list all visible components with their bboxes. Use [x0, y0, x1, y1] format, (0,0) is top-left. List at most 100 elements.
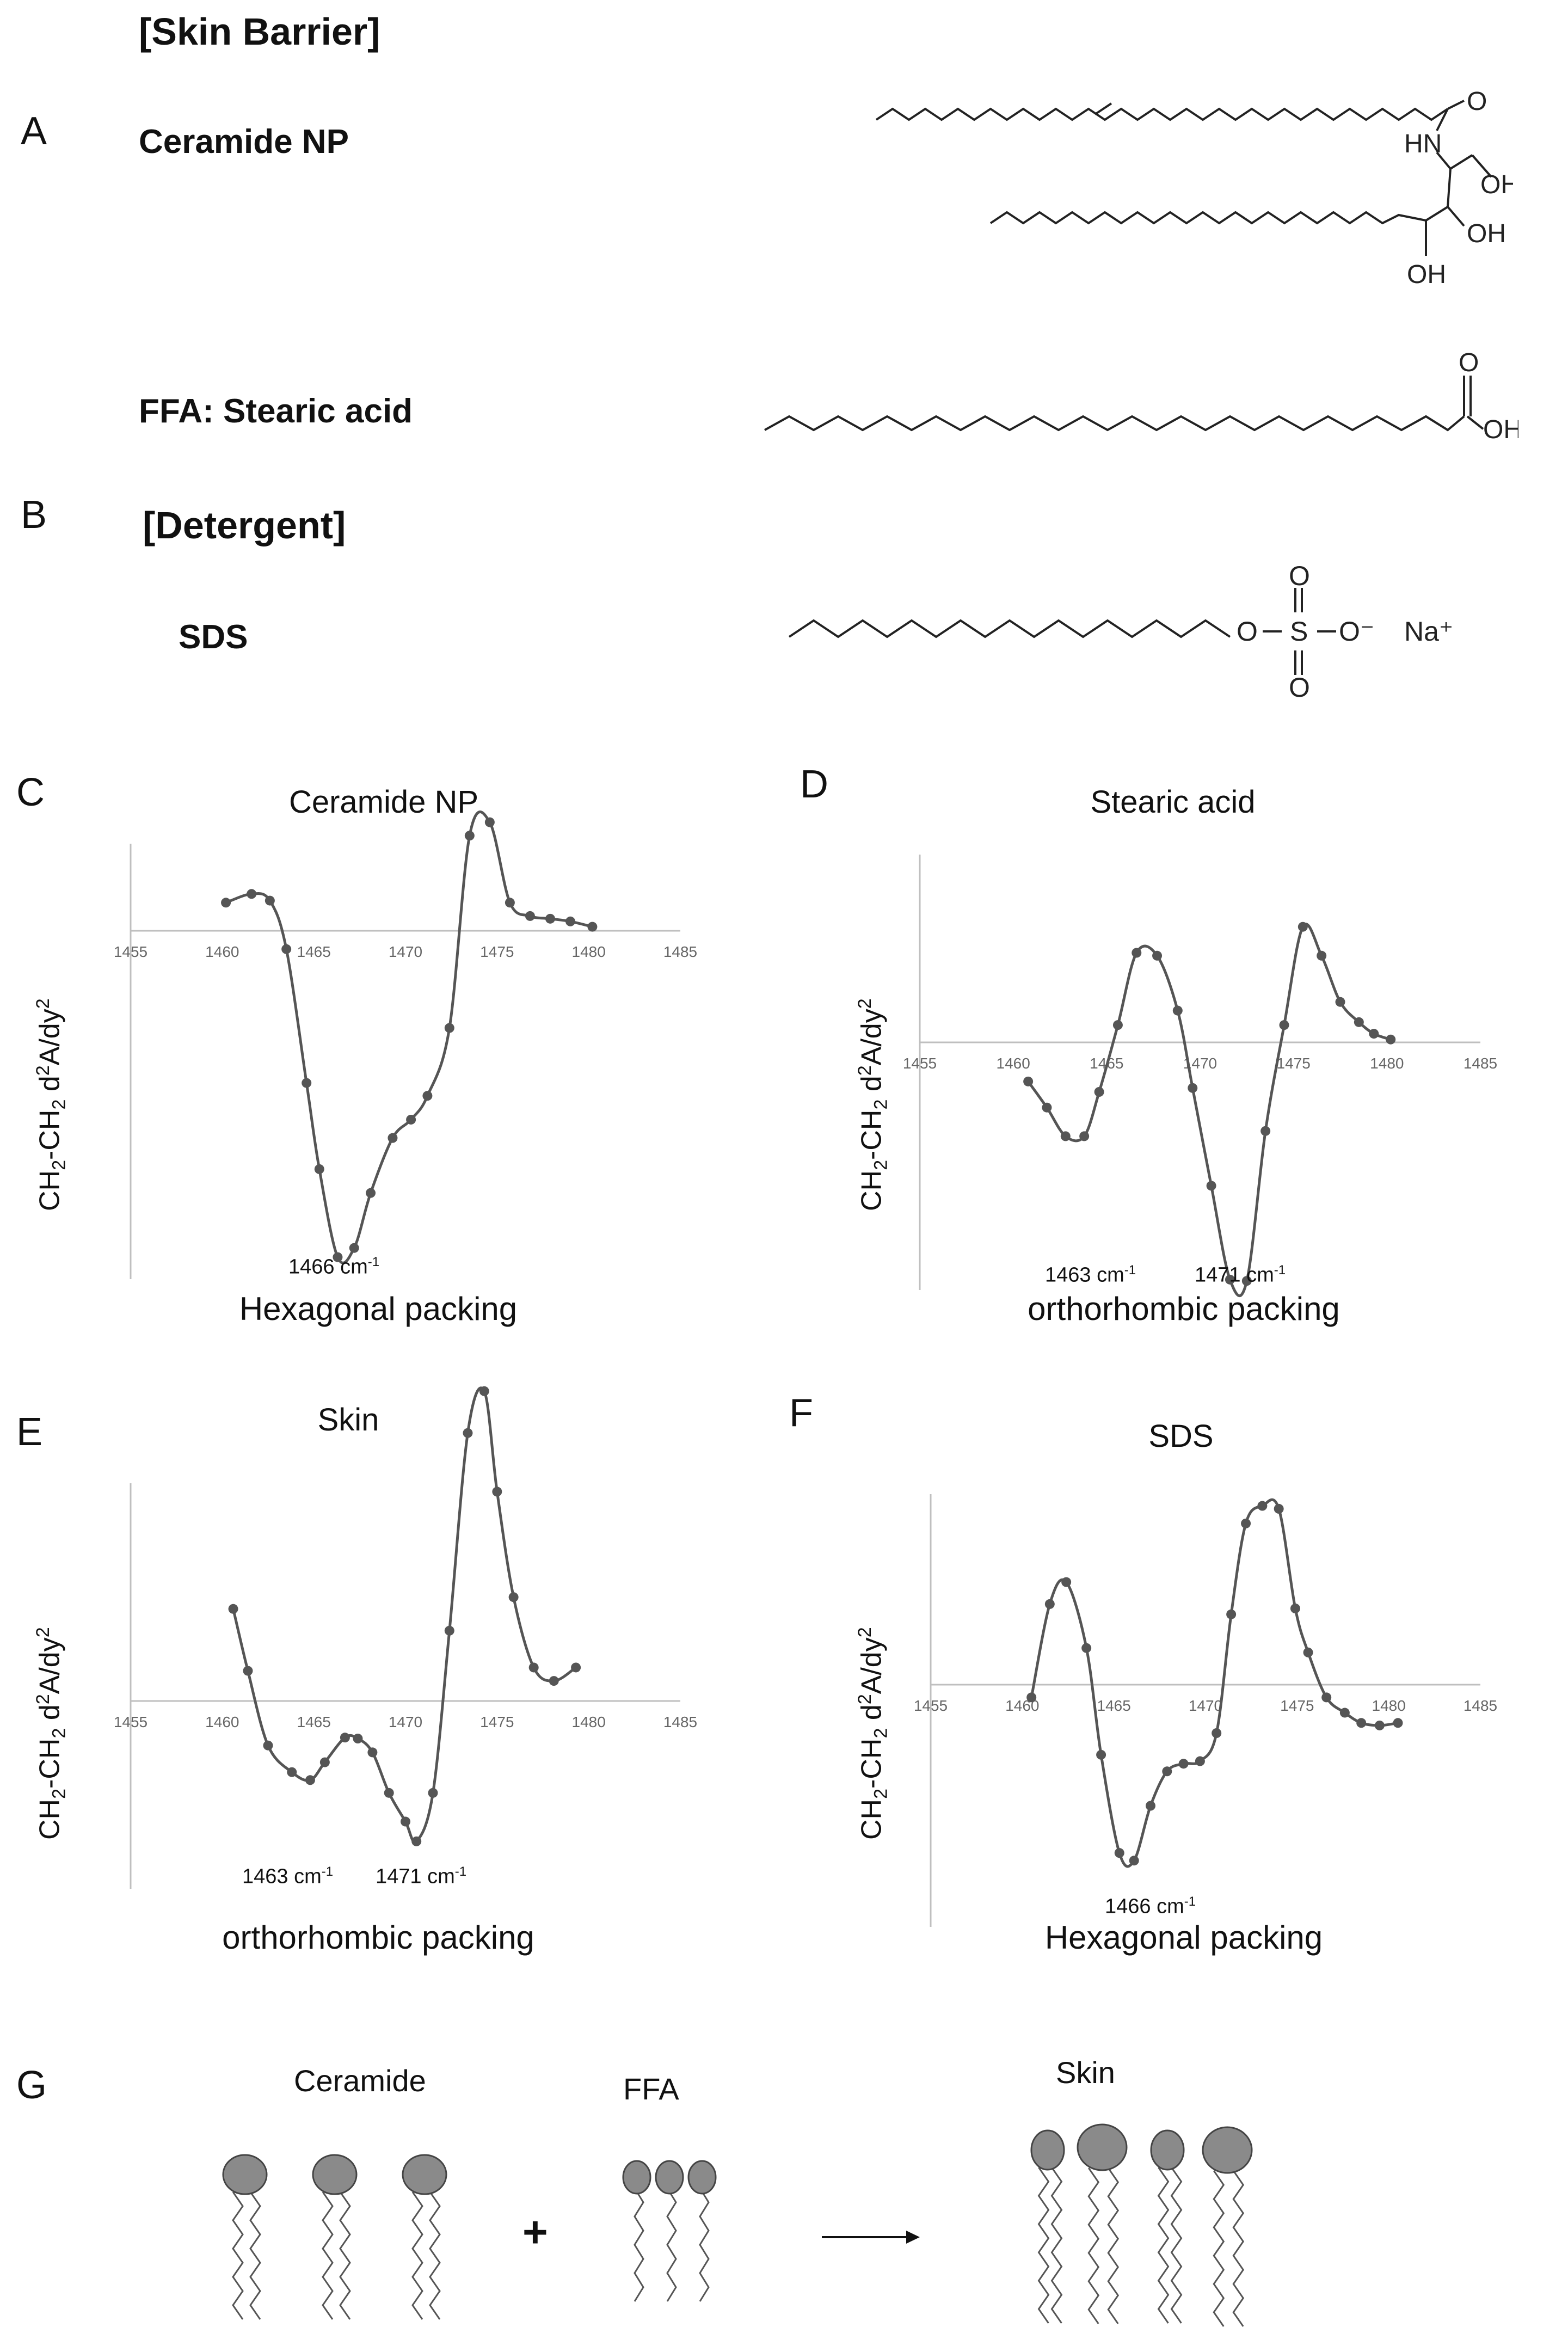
sds-s: S	[1290, 616, 1308, 647]
chart-c-data-point	[281, 944, 292, 954]
chart-e-data-point	[367, 1747, 378, 1758]
chart-c-data-point	[565, 916, 575, 926]
ceramide-lipid	[222, 2154, 268, 2320]
chart-d-x-tick-label: 1455	[903, 1055, 937, 1072]
chart-e-x-tick-label: 1470	[389, 1714, 422, 1730]
skin-lipid	[1077, 2123, 1128, 2324]
chart-e-data-point	[479, 1386, 489, 1396]
chart-e-data-point	[287, 1767, 297, 1777]
chart-d-data-point	[1206, 1181, 1216, 1191]
chart-f-data-point	[1356, 1718, 1367, 1728]
chart-f-title: SDS	[1148, 1418, 1214, 1454]
sds-o-minus: O⁻	[1339, 616, 1374, 647]
chart-c-data-point	[366, 1188, 376, 1198]
chart-d-data-point	[1042, 1102, 1052, 1113]
sds-label: SDS	[179, 618, 248, 656]
chart-c-data-point	[221, 898, 231, 908]
chart-c-data-point	[587, 922, 598, 932]
chart-c-data-point	[545, 913, 555, 924]
chart-d-peak-label-1463: 1463 cm-1	[1045, 1263, 1136, 1287]
chart-f-data-point	[1274, 1503, 1284, 1514]
chart-c-data-point	[505, 898, 515, 908]
chart-f-series-line	[1030, 1498, 1398, 1868]
chart-c-data-point	[247, 889, 257, 899]
schematic-plus: +	[522, 2208, 548, 2256]
chart-e-data-point	[228, 1604, 238, 1614]
chart-d-data-point	[1298, 922, 1308, 932]
ceramide-oh1: OH	[1480, 170, 1513, 199]
chart-d-x-tick-label: 1485	[1464, 1055, 1497, 1072]
chart-d-data-point	[1241, 1276, 1252, 1286]
chart-d-data-point	[1260, 1126, 1271, 1136]
chart-e-series-line	[232, 1386, 577, 1844]
chart-e-x-tick-label: 1480	[572, 1714, 606, 1730]
chart-e-title: Skin	[317, 1402, 379, 1438]
chart-f-data-point	[1114, 1848, 1124, 1858]
ceramide-oh3: OH	[1407, 260, 1446, 289]
chart-e-peak-label-1463: 1463 cm-1	[242, 1864, 334, 1888]
chart-e-data-point	[319, 1757, 330, 1767]
chart-f-data-point	[1061, 1577, 1072, 1587]
detergent-heading: [Detergent]	[143, 504, 346, 546]
chart-d-data-point	[1335, 997, 1345, 1007]
chart-d-data-point	[1386, 1034, 1396, 1045]
chart-c-title: Ceramide NP	[288, 784, 479, 820]
sds-o-top: O	[1289, 561, 1310, 591]
chart-c-x-tick-label: 1465	[297, 943, 331, 960]
chart-c-data-point	[406, 1114, 416, 1125]
chart-d-data-point	[1152, 950, 1163, 961]
chart-f-data-point	[1393, 1718, 1403, 1728]
stearic-oh: OH	[1483, 415, 1518, 444]
chart-e-x-tick-label: 1465	[297, 1714, 331, 1730]
chart-c-x-tick-label: 1455	[114, 943, 147, 960]
chart-d-data-point	[1094, 1087, 1104, 1097]
chart-f-data-point	[1303, 1647, 1313, 1657]
chart-e-data-point	[263, 1740, 273, 1751]
chart-e-data-point	[549, 1676, 559, 1686]
chart-e-data-point	[243, 1666, 253, 1676]
chart-f-data-point	[1178, 1759, 1189, 1769]
schematic-ceramide-label: Ceramide	[294, 2064, 426, 2098]
panel-letter-e: E	[16, 1410, 43, 1454]
chart-d-data-point	[1112, 1020, 1123, 1030]
chart-e-data-point	[384, 1788, 394, 1798]
ffa-lipid	[655, 2160, 684, 2302]
chart-f-data-point	[1026, 1692, 1037, 1703]
chart-c-data-point	[444, 1023, 454, 1033]
chart-e-data-point	[444, 1625, 454, 1636]
schematic-ffa-label: FFA	[623, 2072, 679, 2106]
ceramide-hn: HN	[1404, 130, 1442, 158]
stearic-o: O	[1459, 348, 1479, 377]
chart-d-packing: orthorhombic packing	[1028, 1291, 1340, 1327]
chart-f-data-point	[1081, 1643, 1092, 1653]
ffa-lipid	[622, 2160, 651, 2302]
ceramide-o: O	[1467, 87, 1487, 116]
chart-d-x-tick-label: 1475	[1277, 1055, 1311, 1072]
chart-c-peak-label: 1466 cm-1	[288, 1255, 380, 1279]
sds-na: Na⁺	[1404, 616, 1453, 647]
sds-structure: O S O O O⁻ Na⁺	[788, 561, 1453, 699]
panel-letter-g: G	[16, 2064, 47, 2107]
chart-d-x-tick-label: 1460	[997, 1055, 1030, 1072]
chart-e-peak-label-1471: 1471 cm-1	[376, 1864, 467, 1888]
chart-f-data-point	[1321, 1692, 1332, 1703]
chart-c-data-point	[388, 1133, 398, 1143]
chart-f-x-tick-label: 1475	[1280, 1697, 1314, 1714]
chart-e-data-point	[492, 1487, 502, 1497]
chart-d-data-point	[1225, 1274, 1235, 1285]
panel-letter-c: C	[16, 771, 45, 814]
chart-e-x-tick-label: 1485	[663, 1714, 697, 1730]
ceramide-np-structure: O HN OH OH OH	[875, 87, 1513, 289]
skin-lipid	[1202, 2126, 1253, 2327]
chart-f-packing: Hexagonal packing	[1044, 1919, 1323, 1956]
chart-e-data-point	[401, 1816, 410, 1827]
chart-f-x-tick-label: 1480	[1372, 1697, 1406, 1714]
chart-c-data-point	[265, 895, 275, 906]
chart-f-data-point	[1226, 1609, 1237, 1619]
panel-letter-b: B	[21, 493, 47, 537]
chart-f-data-point	[1212, 1728, 1222, 1738]
chart-f-x-tick-label: 1485	[1464, 1697, 1497, 1714]
chart-e-x-tick-label: 1460	[205, 1714, 239, 1730]
